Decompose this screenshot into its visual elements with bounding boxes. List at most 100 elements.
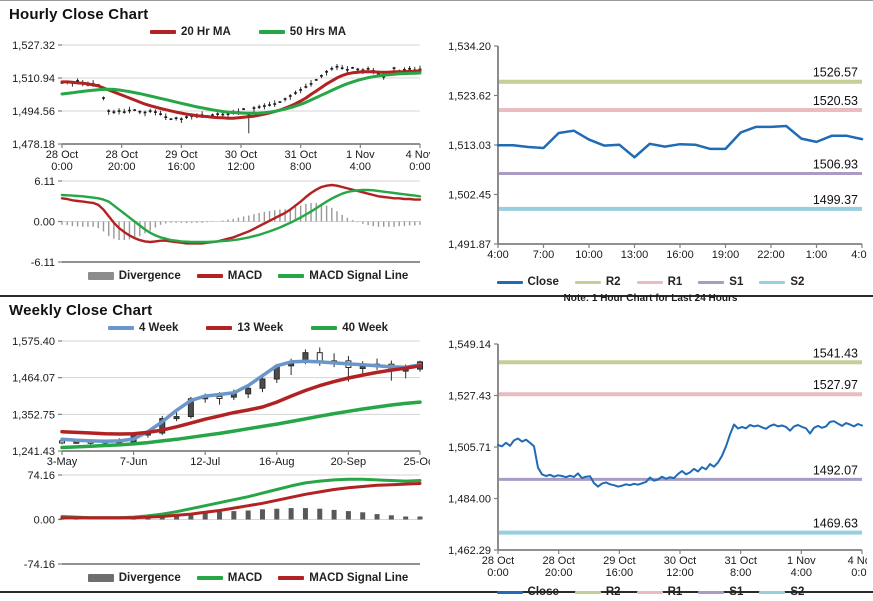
svg-text:10:00: 10:00: [575, 249, 603, 261]
legend-item: R1: [636, 276, 683, 288]
svg-text:1,478.18: 1,478.18: [12, 139, 55, 151]
svg-text:1,494.56: 1,494.56: [12, 106, 55, 118]
legend-swatch: [496, 280, 523, 284]
svg-text:1527.97: 1527.97: [813, 378, 858, 392]
svg-text:22:00: 22:00: [757, 249, 785, 261]
hourly-macd-legend: Divergence MACD MACD Signal Line: [62, 268, 434, 284]
weekly-macd-chart: -74.16 0.00 74.16: [24, 470, 423, 570]
legend-item: 4 Week: [107, 322, 178, 334]
legend-swatch: [196, 576, 223, 580]
legend-swatch: [698, 280, 725, 284]
legend-item: Close: [496, 586, 559, 598]
weekly-macd-legend: Divergence MACD MACD Signal Line: [62, 570, 434, 586]
svg-text:1,575.40: 1,575.40: [12, 336, 55, 348]
svg-text:12:00: 12:00: [666, 567, 694, 579]
svg-text:12:00: 12:00: [227, 161, 255, 173]
legend-item: R1: [636, 586, 683, 598]
svg-text:1,510.94: 1,510.94: [12, 73, 55, 85]
svg-text:28 Oct: 28 Oct: [46, 149, 78, 161]
svg-text:20:00: 20:00: [108, 161, 136, 173]
svg-text:31 Oct: 31 Oct: [724, 555, 756, 567]
legend-label: Divergence: [118, 572, 181, 584]
legend-label: R2: [605, 586, 621, 598]
legend-item: 50 Hrs MA: [258, 26, 347, 38]
legend-item: R2: [574, 276, 621, 288]
legend-label: Divergence: [118, 270, 181, 282]
legend-swatch: [698, 590, 725, 594]
svg-text:-74.16: -74.16: [24, 559, 55, 570]
svg-text:28 Oct: 28 Oct: [482, 555, 514, 567]
svg-text:1,462.29: 1,462.29: [448, 545, 491, 557]
legend-item: Close: [496, 276, 559, 288]
svg-text:-6.11: -6.11: [31, 257, 55, 268]
legend-label: R1: [667, 276, 683, 288]
legend-item: MACD Signal Line: [278, 572, 408, 584]
legend-label: 50 Hrs MA: [289, 26, 347, 38]
legend-swatch: [496, 590, 523, 594]
legend-item: 20 Hr MA: [149, 26, 231, 38]
legend-swatch: [258, 30, 285, 34]
legend-label: R1: [667, 586, 683, 598]
legend-swatch: [278, 274, 305, 278]
svg-text:1,534.20: 1,534.20: [448, 41, 491, 53]
svg-text:29 Oct: 29 Oct: [165, 149, 197, 161]
svg-text:6.11: 6.11: [34, 176, 55, 188]
svg-text:7:00: 7:00: [533, 249, 554, 261]
svg-text:4 Nov: 4 Nov: [406, 149, 430, 161]
svg-text:20:00: 20:00: [545, 567, 573, 579]
legend-item: S1: [698, 276, 743, 288]
hourly-pivot-legend: Close R2 R1 S1 S2: [496, 274, 804, 290]
hourly-row: 20 Hr MA 50 Hrs MA 1,478.18 1,494.56 1,510.…: [6, 24, 867, 304]
svg-text:16:00: 16:00: [666, 249, 694, 261]
svg-text:1 Nov: 1 Nov: [346, 149, 375, 161]
legend-label: MACD Signal Line: [309, 270, 409, 282]
hourly-pivot-chart: 1,491.87 1,502.45 1,513.03 1,523.62 1,534.20…: [448, 41, 867, 261]
legend-swatch: [759, 590, 786, 594]
weekly-left-column: 4 Week 13 Week 40 Week 1,241.43 1,352.75 1,4…: [6, 320, 434, 601]
svg-text:1541.43: 1541.43: [813, 346, 858, 360]
weekly-section-title: Weekly Close Chart: [9, 302, 153, 319]
bottom-divider: [0, 591, 873, 593]
svg-text:12-Jul: 12-Jul: [190, 456, 220, 468]
legend-label: S2: [790, 586, 805, 598]
legend-swatch: [87, 272, 114, 280]
legend-swatch: [574, 590, 601, 594]
section-divider: [0, 295, 873, 297]
legend-item: S2: [759, 276, 804, 288]
svg-text:1,505.71: 1,505.71: [448, 442, 491, 454]
svg-text:1469.63: 1469.63: [813, 517, 858, 531]
weekly-price-chart: 1,241.43 1,352.75 1,464.07 1,575.40 3-May 7-J…: [12, 336, 430, 468]
svg-text:1,549.14: 1,549.14: [448, 339, 491, 351]
svg-text:1 Nov: 1 Nov: [787, 555, 816, 567]
legend-label: MACD: [227, 270, 263, 282]
svg-text:1,491.87: 1,491.87: [448, 239, 491, 251]
hourly-section: Hourly Close Chart 20 Hr MA 50 Hrs MA 1,4…: [0, 1, 873, 304]
legend-label: S1: [729, 586, 744, 598]
weekly-pivot-legend: Close R2 R1 S1 S2: [496, 584, 805, 600]
svg-text:0:00: 0:00: [51, 161, 72, 173]
legend-swatch: [574, 280, 601, 284]
svg-text:28 Oct: 28 Oct: [105, 149, 137, 161]
svg-text:4:00: 4:00: [487, 249, 508, 261]
hourly-right-column: 1,491.87 1,502.45 1,513.03 1,523.62 1,534.20…: [434, 24, 867, 304]
weekly-right-column: 1,462.29 1,484.00 1,505.71 1,527.43 1,549.14…: [434, 320, 867, 601]
svg-text:4 Nov: 4 Nov: [848, 555, 867, 567]
svg-text:0.00: 0.00: [34, 217, 55, 229]
legend-item: 40 Week: [311, 322, 388, 334]
legend-item: MACD: [196, 572, 262, 584]
hourly-note: Note: 1 Hour Chart for Last 24 Hours: [563, 293, 738, 304]
svg-text:1,502.45: 1,502.45: [448, 190, 491, 202]
weekly-pivot-chart: 1,462.29 1,484.00 1,505.71 1,527.43 1,549.14…: [448, 339, 867, 579]
svg-text:25-Oct: 25-Oct: [403, 456, 430, 468]
svg-text:1,464.07: 1,464.07: [12, 373, 55, 385]
legend-item: Divergence: [87, 270, 181, 282]
svg-text:1526.57: 1526.57: [813, 66, 858, 80]
legend-item: S1: [698, 586, 743, 598]
legend-item: MACD Signal Line: [278, 270, 408, 282]
svg-text:4:00: 4:00: [350, 161, 371, 173]
svg-text:0:00: 0:00: [409, 161, 430, 173]
svg-text:13:00: 13:00: [621, 249, 649, 261]
legend-swatch: [206, 326, 233, 330]
legend-label: R2: [605, 276, 621, 288]
